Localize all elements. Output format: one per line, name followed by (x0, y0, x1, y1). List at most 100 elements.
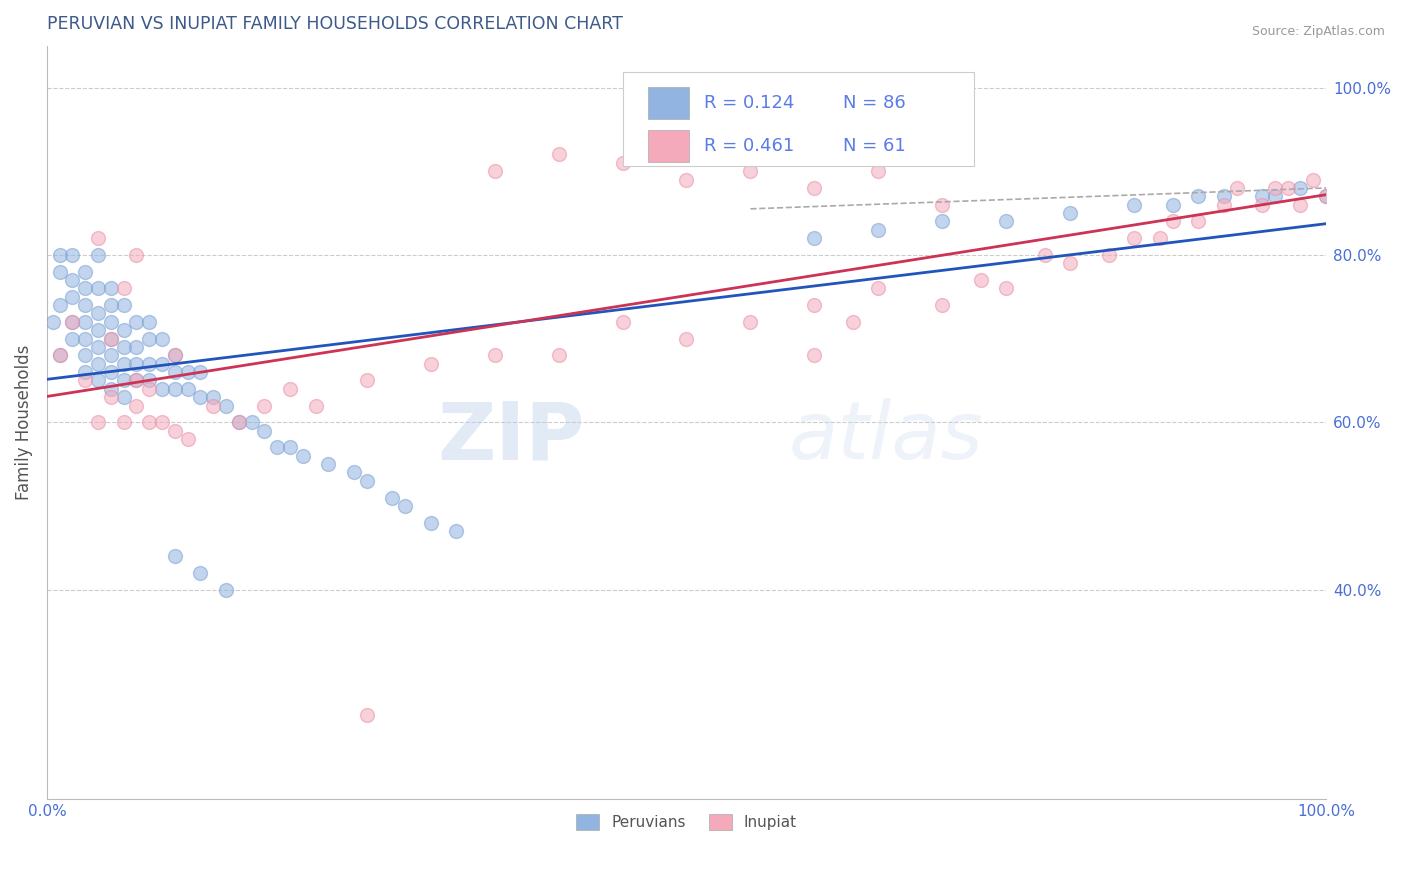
Point (138, 332, 160, 346)
Point (1123, 231, 1146, 245)
Point (1289, 197, 1312, 211)
Point (484, 348, 506, 362)
Point (419, 357, 441, 371)
Text: atlas: atlas (789, 399, 984, 476)
Point (176, 432, 198, 446)
Point (150, 332, 173, 346)
Point (253, 424, 276, 438)
Point (675, 332, 697, 346)
Point (163, 424, 186, 438)
Point (1277, 181, 1299, 195)
Point (48, 348, 70, 362)
Point (163, 549, 186, 563)
Point (612, 156, 634, 170)
Point (125, 399, 148, 413)
Point (215, 399, 238, 413)
Point (1315, 189, 1337, 203)
Point (1289, 181, 1312, 195)
Point (1264, 181, 1286, 195)
Point (995, 281, 1018, 295)
Point (62, 248, 84, 262)
Point (100, 281, 122, 295)
Point (100, 348, 122, 362)
Point (1149, 231, 1171, 245)
Point (138, 373, 160, 387)
Point (1212, 189, 1234, 203)
Point (343, 466, 366, 480)
Point (62, 315, 84, 329)
Point (190, 566, 212, 580)
Point (48, 265, 70, 279)
Point (112, 390, 135, 404)
Point (1187, 189, 1209, 203)
Point (125, 373, 148, 387)
Point (1251, 189, 1274, 203)
Point (150, 415, 173, 429)
Point (740, 315, 762, 329)
Point (87, 281, 110, 295)
Point (112, 357, 135, 371)
Point (138, 357, 160, 371)
Point (612, 315, 634, 329)
Point (150, 357, 173, 371)
Point (215, 582, 238, 597)
Point (176, 382, 198, 396)
Point (394, 499, 416, 513)
Point (163, 382, 186, 396)
Point (547, 348, 569, 362)
Point (356, 708, 378, 723)
Point (100, 332, 122, 346)
Point (278, 382, 301, 396)
Point (1187, 214, 1209, 228)
Point (803, 348, 825, 362)
Point (202, 399, 225, 413)
Point (740, 164, 762, 178)
Point (75, 373, 97, 387)
Point (75, 348, 97, 362)
Y-axis label: Family Households: Family Households (15, 344, 32, 500)
Point (356, 474, 378, 488)
Point (87, 373, 110, 387)
Text: PERUVIAN VS INUPIAT FAMILY HOUSEHOLDS CORRELATION CHART: PERUVIAN VS INUPIAT FAMILY HOUSEHOLDS CO… (46, 15, 623, 33)
Point (125, 373, 148, 387)
Point (75, 281, 97, 295)
Point (87, 306, 110, 320)
Point (87, 323, 110, 337)
Point (100, 390, 122, 404)
Point (995, 214, 1018, 228)
Point (1251, 197, 1274, 211)
Point (138, 315, 160, 329)
Point (484, 164, 506, 178)
Point (318, 457, 340, 471)
Point (112, 323, 135, 337)
Point (48, 248, 70, 262)
Point (100, 332, 122, 346)
Point (75, 315, 97, 329)
Point (1225, 181, 1247, 195)
Point (125, 357, 148, 371)
Point (87, 248, 110, 262)
Text: R = 0.461: R = 0.461 (704, 136, 794, 155)
Point (240, 415, 263, 429)
Point (75, 365, 97, 379)
Point (253, 399, 276, 413)
Point (444, 524, 467, 538)
Point (138, 415, 160, 429)
Point (75, 298, 97, 312)
Text: ZIP: ZIP (437, 399, 583, 476)
Point (356, 373, 378, 387)
Point (163, 365, 186, 379)
Point (1302, 172, 1324, 186)
Point (868, 164, 890, 178)
Point (176, 365, 198, 379)
Text: N = 61: N = 61 (842, 136, 905, 155)
Point (202, 390, 225, 404)
Text: R = 0.124: R = 0.124 (704, 94, 794, 112)
FancyBboxPatch shape (623, 72, 974, 166)
Point (112, 281, 135, 295)
Point (48, 298, 70, 312)
Point (75, 332, 97, 346)
Point (1033, 248, 1056, 262)
Point (803, 231, 825, 245)
Point (868, 281, 890, 295)
